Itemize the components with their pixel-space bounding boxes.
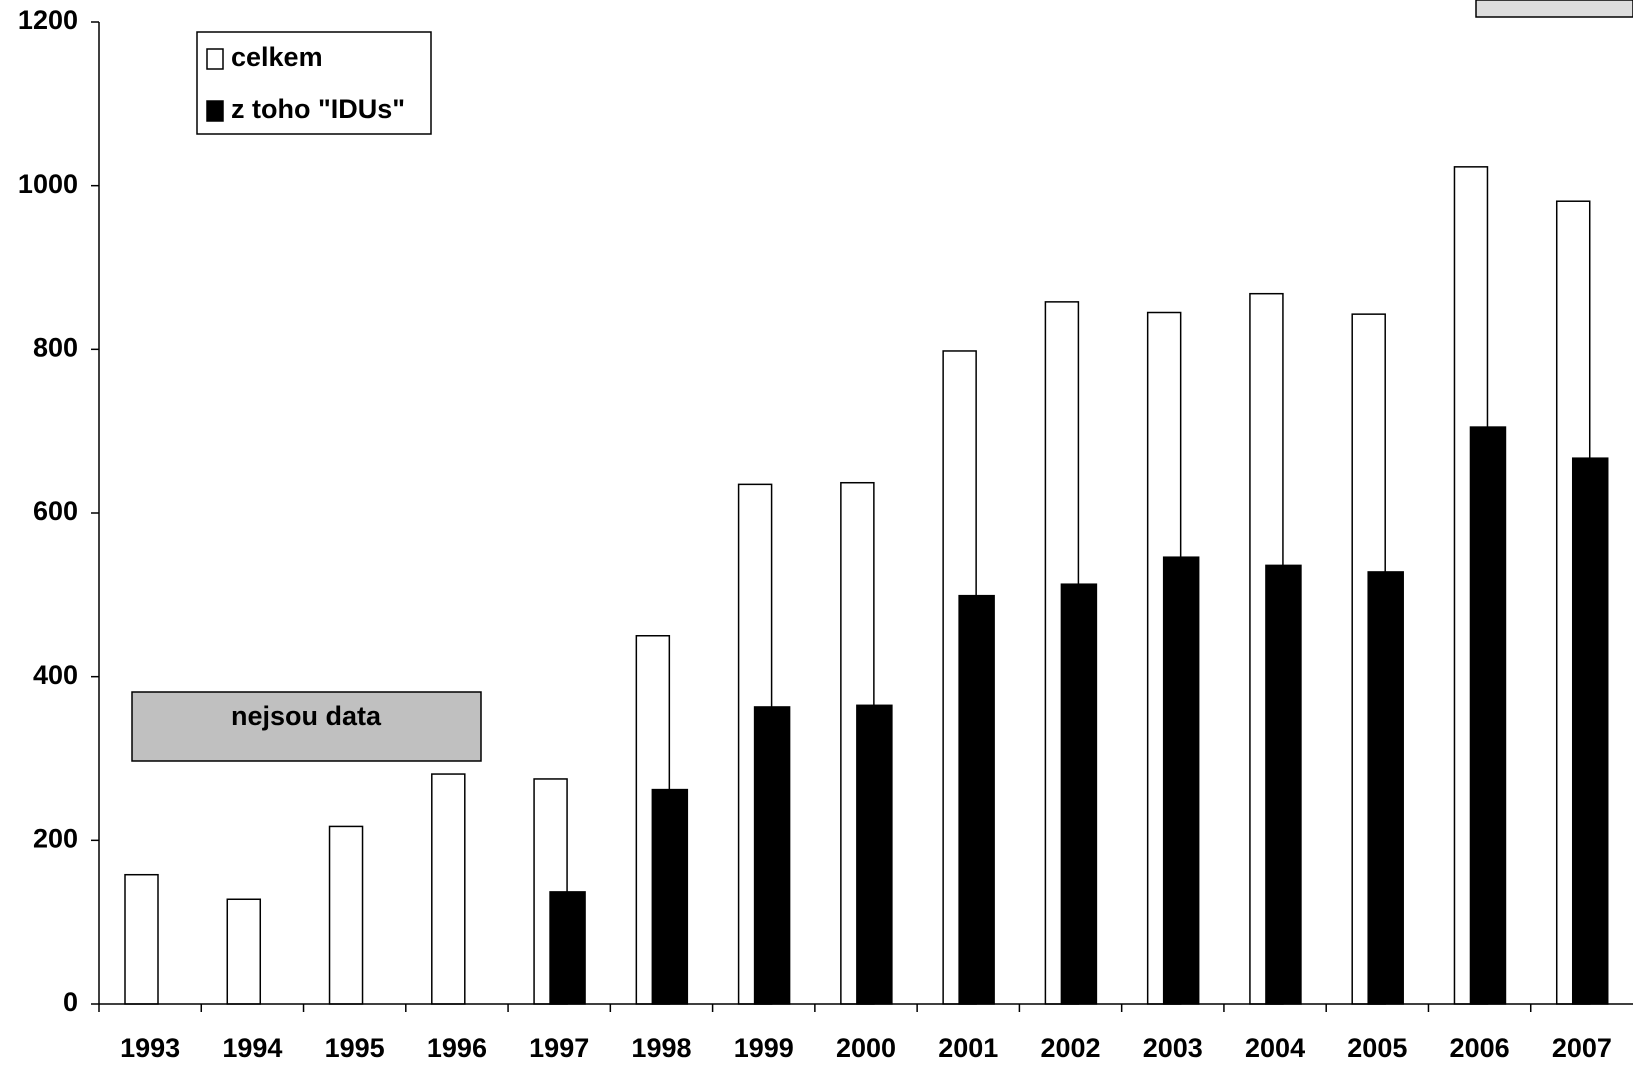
legend-label: celkem [231, 42, 323, 72]
y-tick-label: 200 [33, 823, 78, 853]
y-tick-label: 400 [33, 660, 78, 690]
bar [1162, 556, 1200, 1005]
bar [1469, 426, 1507, 1005]
x-tick-label: 1995 [325, 1033, 385, 1063]
corner-image [1475, 0, 1633, 18]
bar [1060, 583, 1098, 1005]
bar [1571, 457, 1609, 1005]
x-tick-label: 1997 [529, 1033, 589, 1063]
x-tick-label: 1994 [222, 1033, 282, 1063]
x-tick-label: 2000 [836, 1033, 896, 1063]
x-tick-label: 2002 [1040, 1033, 1100, 1063]
x-tick-label: 2003 [1143, 1033, 1203, 1063]
bar [124, 873, 159, 1005]
x-tick-label: 2007 [1552, 1033, 1612, 1063]
y-tick-label: 1200 [18, 5, 78, 35]
legend-box [196, 31, 432, 135]
x-tick-label: 1996 [427, 1033, 487, 1063]
annotation: nejsou data [231, 701, 382, 731]
bar [328, 825, 364, 1005]
x-tick-label: 2006 [1450, 1033, 1510, 1063]
y-tick-label: 0 [63, 987, 78, 1017]
annotation-background [131, 691, 482, 762]
bar [958, 594, 995, 1005]
x-tick-label: 1999 [734, 1033, 794, 1063]
bar [226, 898, 262, 1005]
bar [856, 704, 893, 1005]
annotation-box: nejsou data [131, 691, 482, 762]
legend-swatch [206, 100, 224, 122]
x-tick-label: 2005 [1347, 1033, 1407, 1063]
legend-swatch [206, 48, 224, 70]
bar [753, 706, 791, 1005]
bar [549, 891, 586, 1005]
y-tick-label: 800 [33, 332, 78, 362]
x-tick-label: 2004 [1245, 1033, 1305, 1063]
y-tick-label: 600 [33, 496, 78, 526]
y-tick-label: 1000 [18, 169, 78, 199]
legend-label: z toho "IDUs" [231, 94, 405, 124]
bar [651, 788, 689, 1005]
bar [1367, 571, 1404, 1005]
bar [1265, 564, 1302, 1005]
x-tick-label: 2001 [938, 1033, 998, 1063]
x-tick-label: 1998 [631, 1033, 691, 1063]
x-tick-label: 1993 [120, 1033, 180, 1063]
bar [431, 773, 466, 1005]
